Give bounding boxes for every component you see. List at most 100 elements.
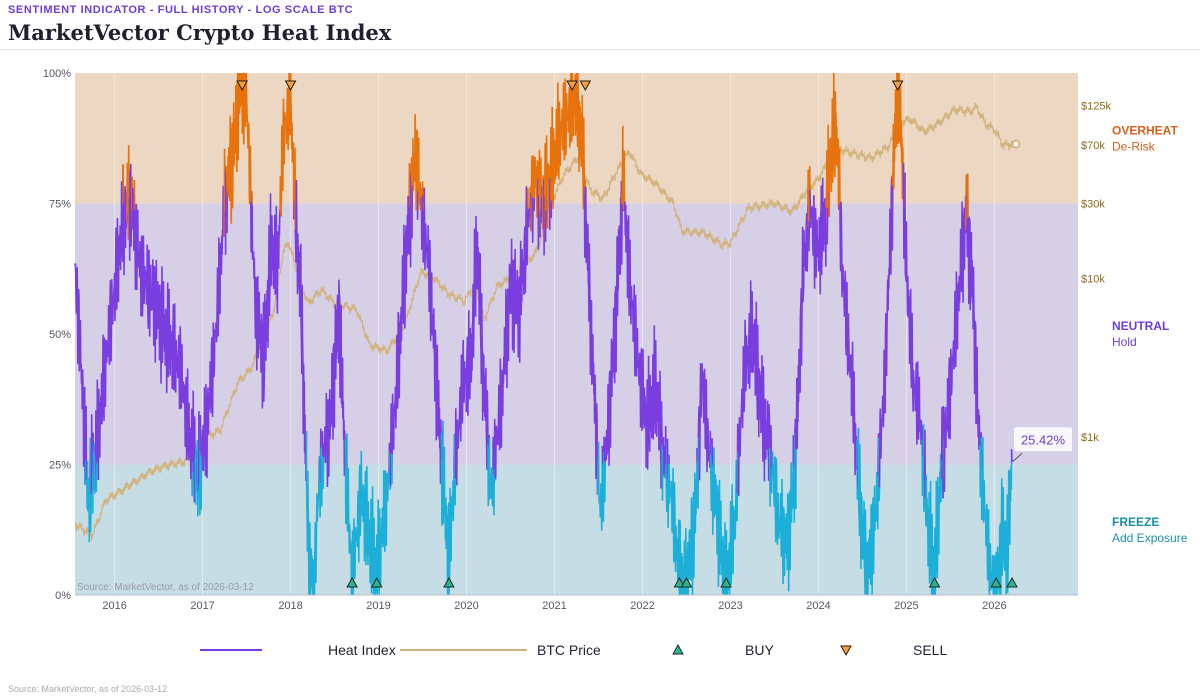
heat-index-segment [585,186,599,495]
heat-index-segment [666,438,669,480]
last-value-label: 25.42% [1021,432,1066,447]
heat-index-segment [409,174,412,268]
heat-index-segment [453,433,457,506]
heat-index-segment [923,429,927,500]
heat-index-segment [322,455,325,489]
heat-index-segment [771,451,776,507]
zone-label-freeze: FREEZE [1112,515,1159,529]
heat-index-segment [965,174,968,233]
heat-index-segment [488,437,494,507]
x-tick-label: 2026 [982,600,1006,612]
heat-index-segment [131,179,136,251]
heat-index-segment [839,201,858,476]
heat-index-segment [857,427,879,596]
heat-index-segment [90,414,93,495]
heat-index-segment [904,172,923,445]
heat-index-segment [621,125,624,212]
heat-index-segment [423,187,443,484]
heat-index-segment [390,453,394,485]
buy-marker [443,576,455,588]
heat-index-segment [89,437,93,533]
legend-label: BTC Price [537,642,601,658]
heat-index-segment [696,437,700,509]
y-left-tick-label: 0% [55,590,71,602]
heat-index-segment [322,392,328,463]
heat-index-segment [124,186,128,249]
heat-index-segment [924,453,943,596]
buy-marker [990,576,1003,588]
buy-marker [1006,576,1018,588]
sell-marker [236,80,249,92]
heat-index-segment [122,189,126,276]
sell-marker [566,80,578,92]
sell-marker [891,80,904,92]
zone-action-freeze: Add Exposure [1112,531,1188,545]
heat-index-segment [540,185,544,230]
heat-index-segment [321,431,324,456]
y-right-tick-label: $1k [1081,432,1099,444]
heat-index-segment [826,207,829,245]
y-right-tick-label: $125k [1081,100,1111,112]
heat-index-segment [487,443,490,507]
heat-index-segment [979,444,982,498]
heat-index-segment [809,189,815,256]
y-left-tick-label: 50% [49,329,71,341]
heat-index-segment [792,431,796,523]
zone-action-overheat: De-Risk [1112,139,1156,153]
heat-index-segment [224,165,227,255]
heat-index-segment [204,185,225,479]
heat-index-segment [85,460,91,543]
heat-index-segment [320,444,323,507]
heat-index-segment [668,448,698,596]
heat-index-segment [737,280,770,497]
heat-index-segment [95,462,98,492]
heat-index-segment [767,404,771,481]
heat-index-segment [533,156,539,218]
x-tick-label: 2020 [454,600,478,612]
heat-index-segment [603,460,606,503]
x-tick-label: 2022 [630,600,654,612]
heat-index-segment [93,442,96,494]
heat-index-segment [544,210,547,242]
heat-index-segment [774,435,795,592]
sell-marker [579,80,592,92]
heat-index-segment [603,436,606,461]
btc-last-point [1011,139,1021,149]
heat-index-segment [391,163,411,454]
x-tick-label: 2024 [806,600,830,612]
x-tick-label: 2018 [278,600,302,612]
zone-action-neutral: Hold [1112,335,1137,349]
heat-index-segment [530,155,534,232]
heat-index-segment [807,169,810,229]
heat-index-segment [305,431,320,596]
heat-index-segment [456,215,489,486]
y-left-tick-label: 25% [49,460,71,472]
heat-index-segment [807,220,811,252]
page-title: MarketVector Crypto Heat Index [8,20,392,45]
heat-index-segment [623,201,662,470]
heat-index-segment [550,72,586,210]
heat-index-segment [74,263,86,485]
x-tick-label: 2019 [366,600,390,612]
title-divider [0,49,1200,50]
heat-index-segment [192,390,195,473]
heat-index-segment [527,208,531,228]
heat-index-chart: 2016 2017 2018 2019 2020 2021 2022 2023 2024 2025… [43,68,1188,658]
x-tick-label: 2017 [190,600,214,612]
x-tick-label: 2023 [718,600,742,612]
heat-index-segment [196,439,200,517]
heat-index-segment [531,196,534,243]
y-left-tick-label: 100% [43,68,71,80]
heat-index-segment [128,169,131,261]
legend-swatch-buy [672,643,684,655]
heat-index-segment [346,433,390,596]
buy-marker [673,576,686,588]
heat-index-segment [226,72,252,224]
heat-index-segment [967,216,981,450]
heat-index-segment [197,410,200,491]
heat-index-segment [813,195,822,295]
heat-index-segment [710,438,714,466]
heat-index-segment [200,387,206,472]
heat-index-segment [442,420,455,596]
heat-index-segment [492,436,495,475]
